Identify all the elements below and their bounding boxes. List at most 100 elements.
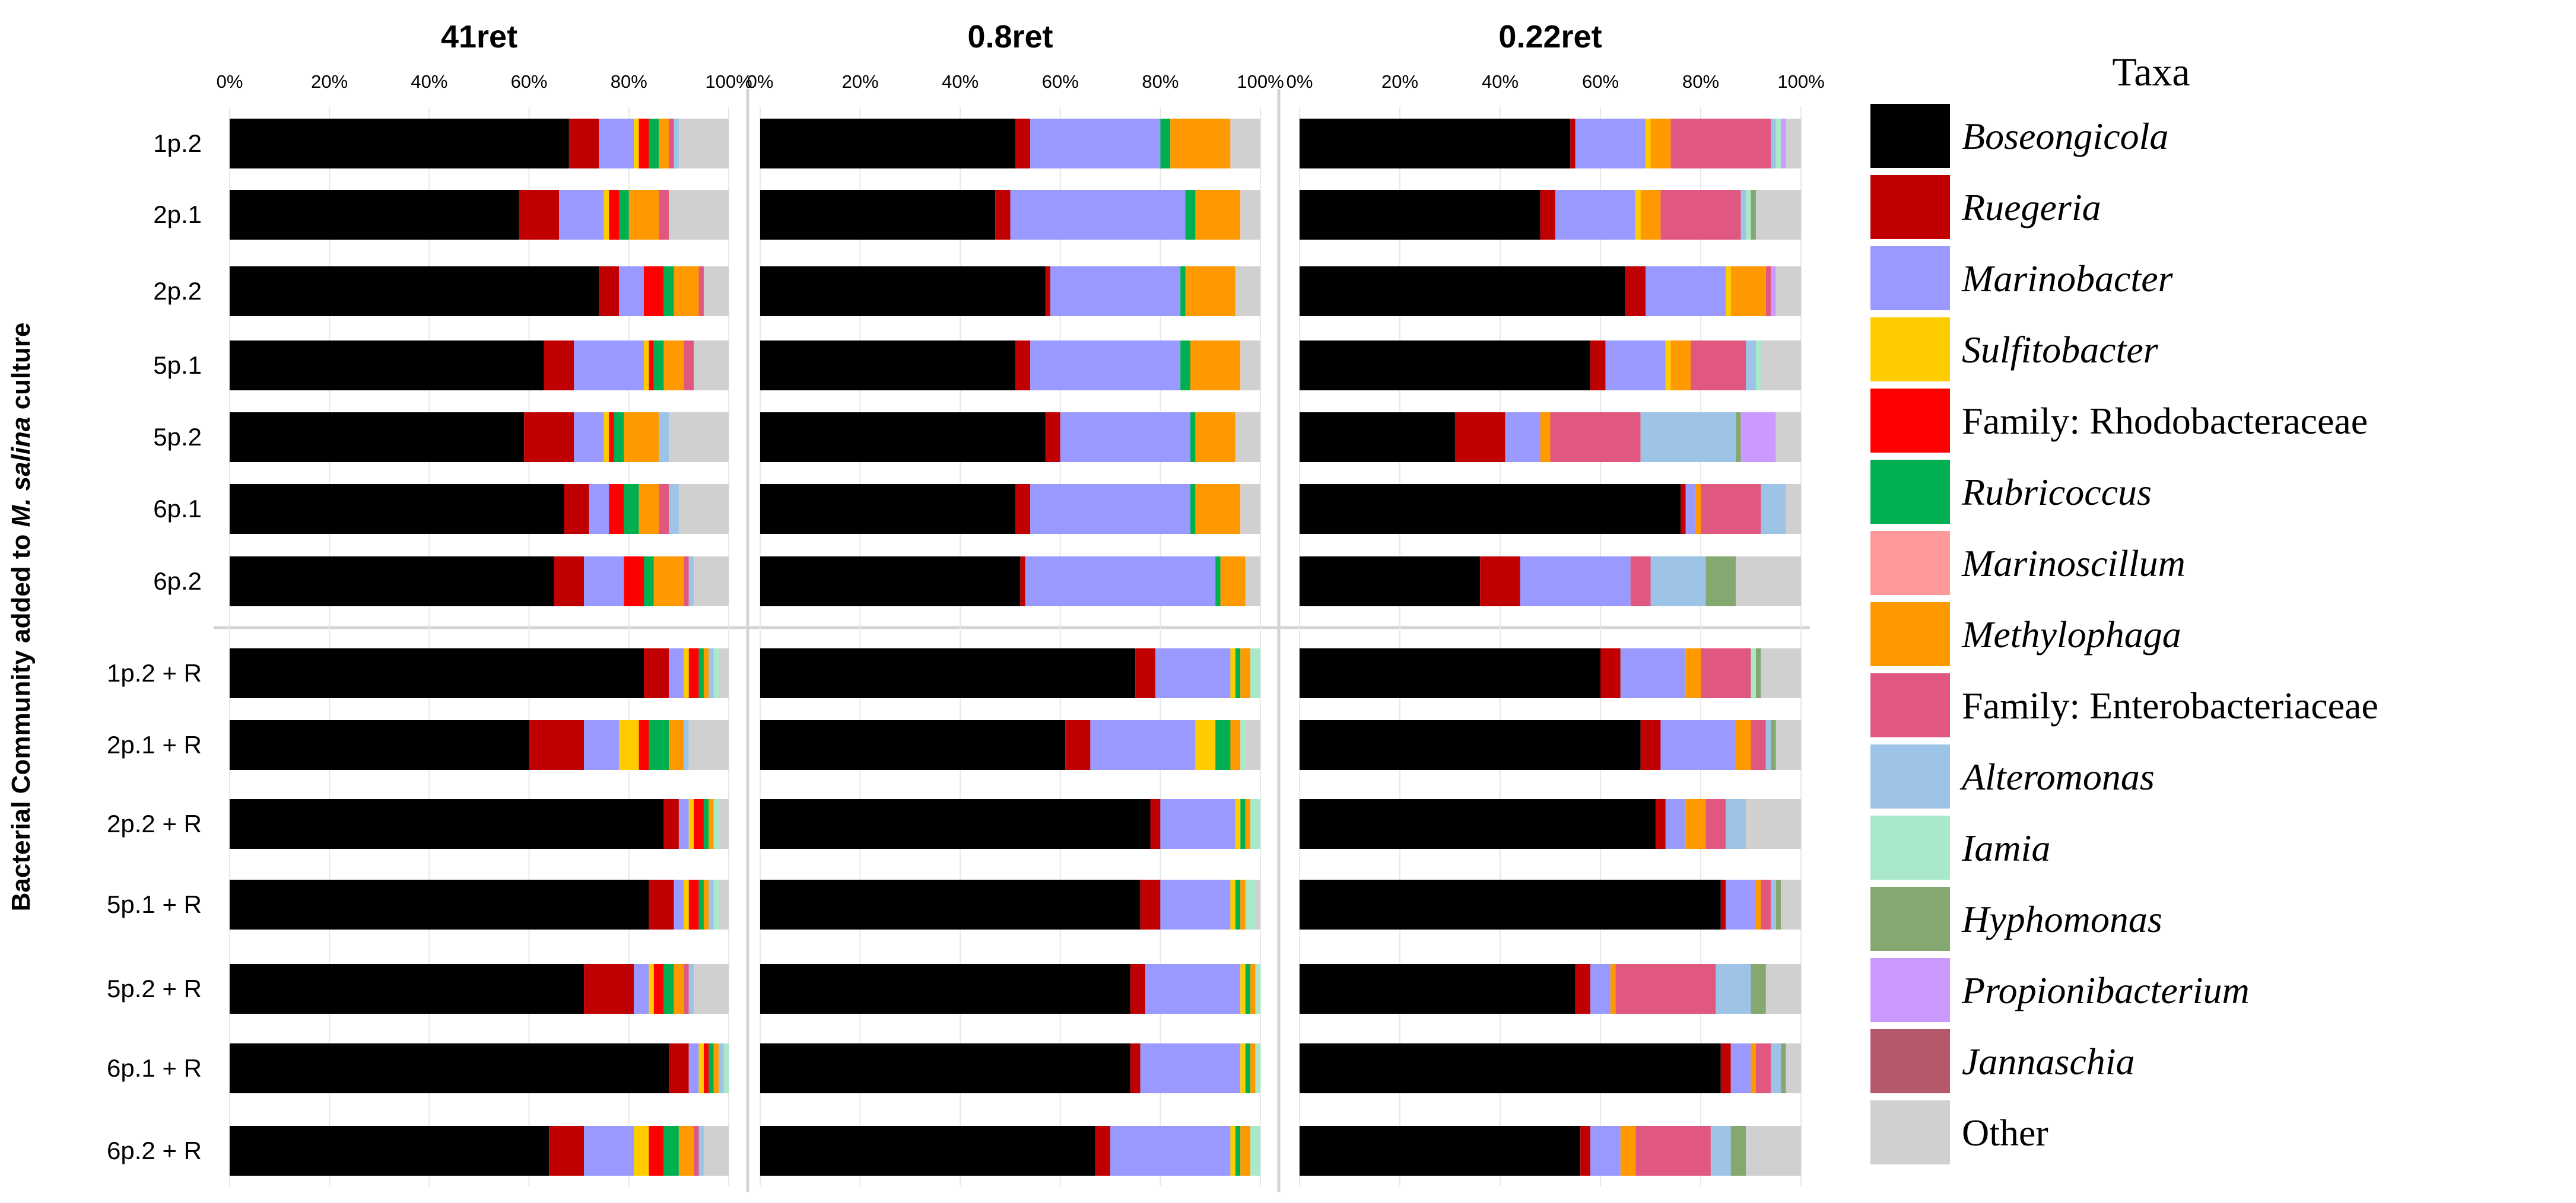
bar-segment-other (1775, 412, 1801, 462)
x-tick-label: 0% (747, 71, 774, 92)
bar-segment-marinobacter (1520, 556, 1631, 606)
bar-segment-family-enterobacteriaceae (1705, 799, 1726, 849)
bar-segment-ruegeria (1575, 964, 1591, 1014)
bar-segment-other (1230, 119, 1260, 168)
bar-segment-family-enterobacteriaceae (1701, 648, 1751, 698)
bar-segment-other (1786, 484, 1801, 534)
bar-segment-other (1755, 190, 1801, 240)
bar-segment-boseongicola (1300, 119, 1571, 168)
bar-segment-ruegeria (1590, 340, 1606, 390)
bar-segment-alteromonas (1716, 964, 1751, 1014)
bar-segment-methylophaga (709, 799, 714, 849)
bar-segment-family-enterobacteriaceae (1630, 556, 1651, 606)
bar-segment-sulfitobacter (1726, 266, 1731, 316)
bar-segment-hyphomonas (1751, 190, 1756, 240)
bar-segment-marinobacter (1030, 484, 1190, 534)
bar-segment-marinobacter (1155, 648, 1231, 698)
bar-segment-boseongicola (1300, 556, 1481, 606)
x-tick-label: 100% (705, 71, 752, 92)
y-axis-title: Bacterial Community added to M. salina c… (7, 323, 36, 912)
x-tick-label: 40% (1482, 71, 1519, 92)
legend-label: Family: Enterobacteriaceae (1962, 685, 2378, 727)
bar-segment-marinobacter (1110, 1126, 1231, 1176)
bar-segment-sulfitobacter (644, 340, 649, 390)
bar-segment-iamia (1240, 720, 1246, 770)
bar-segment-sulfitobacter (634, 119, 639, 168)
bar-segment-ruegeria (1045, 266, 1050, 316)
legend-label: Hyphomonas (1961, 898, 2162, 940)
bar-segment-marinobacter (559, 190, 604, 240)
bar-segment-ruegeria (1655, 799, 1666, 849)
bar-segment-methylophaga (1685, 799, 1706, 849)
legend-title: Taxa (2112, 49, 2190, 94)
bar-segment-family-rhodobacteraceae (609, 412, 614, 462)
bar-segment-boseongicola (760, 190, 996, 240)
bar-segment-ruegeria (1480, 556, 1520, 606)
legend-swatch (1870, 104, 1950, 168)
bar-segment-rubricoccus (649, 720, 669, 770)
bar-segment-rubricoccus (1215, 556, 1221, 606)
bar-segment-family-rhodobacteraceae (694, 799, 704, 849)
bar-segment-ruegeria (1681, 484, 1686, 534)
bar-segment-family-rhodobacteraceae (644, 266, 664, 316)
bar-segment-iamia (1746, 190, 1751, 240)
bar-segment-boseongicola (230, 340, 544, 390)
bar-segment-rubricoccus (663, 266, 674, 316)
row-label: 2p.1 + R (107, 731, 202, 759)
bar-segment-rubricoccus (1235, 1126, 1241, 1176)
bar-segment-boseongicola (760, 556, 1021, 606)
bar-segment-rubricoccus (663, 1126, 679, 1176)
bar-segment-rubricoccus (1245, 964, 1251, 1014)
bar-segment-marinobacter (1030, 119, 1161, 168)
bar-segment-ruegeria (1065, 720, 1091, 770)
row-label: 2p.2 + R (107, 810, 202, 838)
bar-segment-rubricoccus (1190, 412, 1196, 462)
bar-segment-family-enterobacteriaceae (698, 266, 704, 316)
bar-segment-rubricoccus (614, 412, 624, 462)
bar-segment-hyphomonas (1755, 648, 1761, 698)
x-tick-label: 100% (1777, 71, 1824, 92)
bar-segment-family-enterobacteriaceae (1691, 340, 1746, 390)
bar-segment-other (1746, 799, 1801, 849)
bar-segment-marinobacter (1685, 484, 1696, 534)
bar-segment-ruegeria (544, 340, 574, 390)
bar-segment-alteromonas (698, 1126, 704, 1176)
bar-segment-boseongicola (230, 266, 599, 316)
bar-segment-alteromonas (1710, 1126, 1731, 1176)
bar-segment-boseongicola (760, 266, 1046, 316)
bar-segment-hyphomonas (1781, 1043, 1786, 1093)
bar-segment-other (1761, 648, 1801, 698)
bar-segment-methylophaga (1650, 119, 1671, 168)
bar-segment-rubricoccus (698, 880, 704, 930)
bar-segment-boseongicola (1300, 799, 1656, 849)
bar-segment-marinobacter (584, 1126, 634, 1176)
bar-segment-ruegeria (1600, 648, 1621, 698)
bar-segment-marinobacter (1140, 1043, 1241, 1093)
legend-swatch (1870, 887, 1950, 951)
bar-segment-marinobacter (688, 1043, 699, 1093)
bar-segment-family-rhodobacteraceae (649, 340, 654, 390)
bar-segment-boseongicola (760, 720, 1066, 770)
legend-swatch (1870, 1100, 1950, 1164)
bar-segment-family-rhodobacteraceae (649, 1126, 664, 1176)
bar-segment-iamia (1250, 799, 1260, 849)
legend-swatch (1870, 317, 1950, 381)
bar-segment-marinobacter (1010, 190, 1186, 240)
bar-segment-alteromonas (709, 880, 714, 930)
bar-segment-marinobacter (1050, 266, 1181, 316)
bar-segment-boseongicola (1300, 1043, 1721, 1093)
bar-segment-sulfitobacter (603, 190, 609, 240)
bar-segment-ruegeria (549, 1126, 585, 1176)
bar-segment-sulfitobacter (684, 880, 689, 930)
bar-segment-methylophaga (663, 340, 684, 390)
bar-segment-methylophaga (1245, 799, 1251, 849)
bar-segment-boseongicola (1300, 340, 1591, 390)
bar-segment-ruegeria (1020, 556, 1025, 606)
bar-segment-other (688, 720, 729, 770)
bar-segment-methylophaga (1195, 190, 1241, 240)
bar-segment-marinobacter (1575, 119, 1646, 168)
bar-segment-methylophaga (1240, 1126, 1251, 1176)
bar-segment-iamia (713, 648, 719, 698)
bar-segment-ruegeria (1640, 720, 1661, 770)
bar-segment-marinobacter (1160, 880, 1231, 930)
